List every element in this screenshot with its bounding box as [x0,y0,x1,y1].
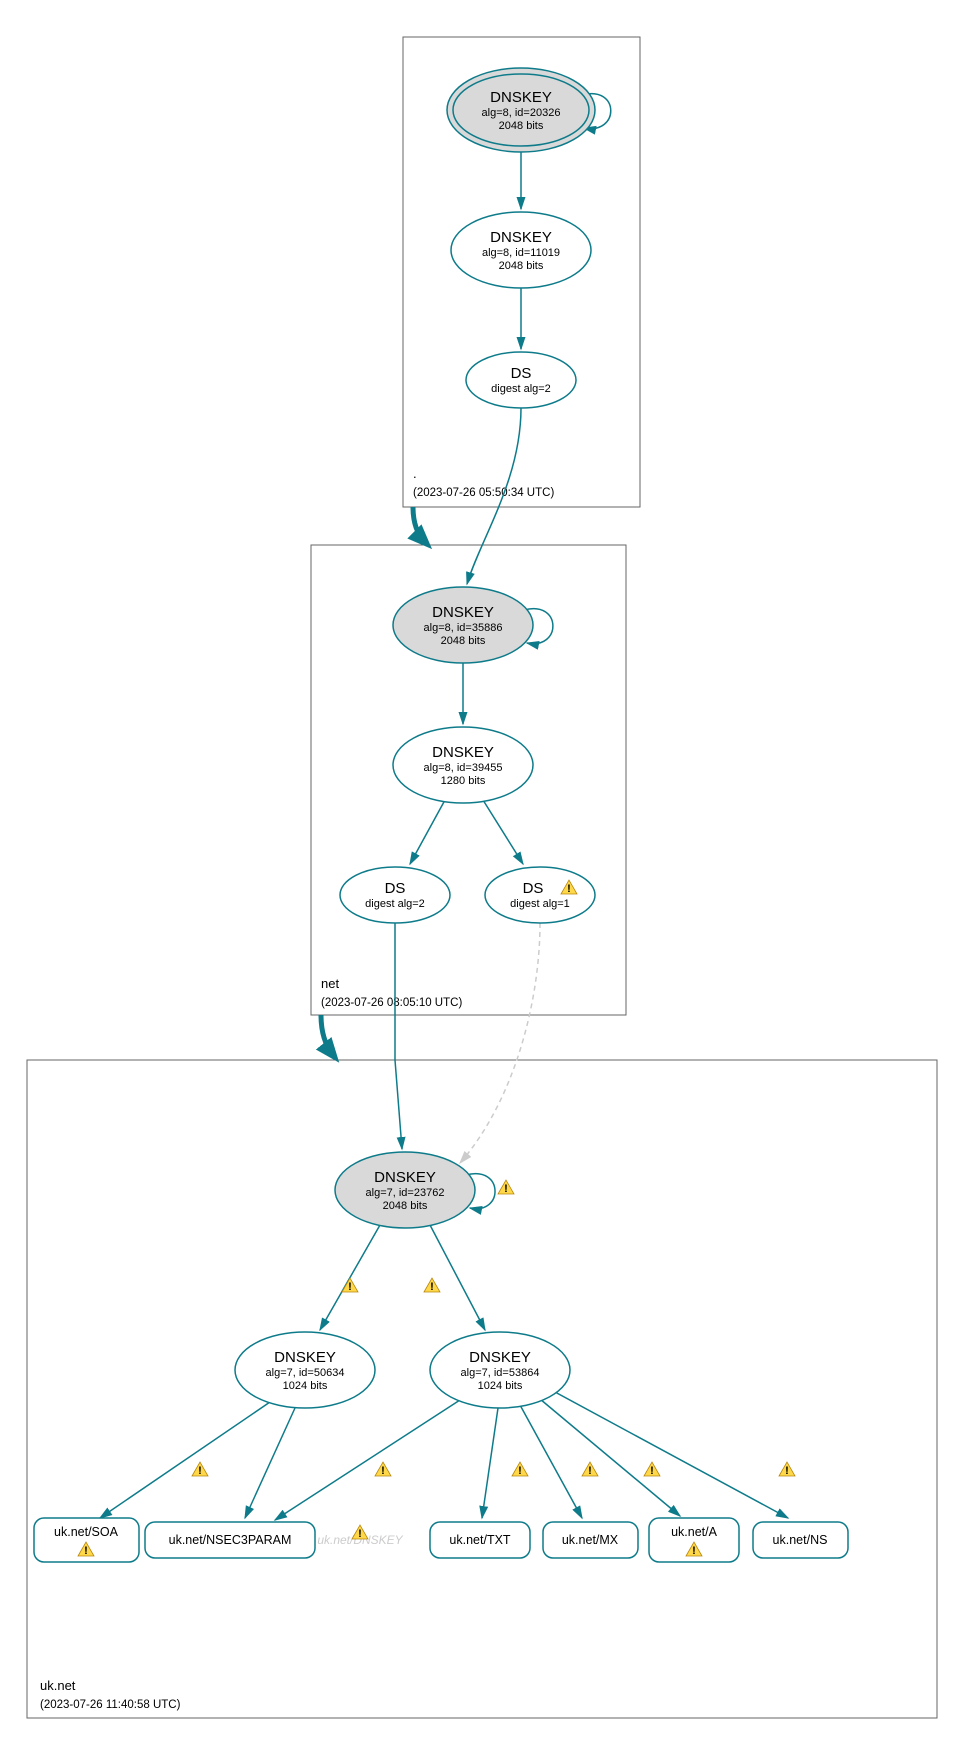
warn-icon: ! [498,1180,514,1195]
leaf-ns-label: uk.net/NS [773,1533,828,1547]
node-root-zsk-title: DNSKEY [490,229,552,246]
node-uk-ksk-l3: 2048 bits [383,1200,428,1212]
node-net-ksk-title: DNSKEY [432,604,494,621]
zone-uknet-time: (2023-07-26 11:40:58 UTC) [40,1699,181,1711]
edge-uk-ksk-zsk2 [430,1225,485,1330]
zone-arrow-net-uknet [321,1015,333,1055]
zone-net-time: (2023-07-26 08:05:10 UTC) [321,997,462,1009]
edge-zsk2-a [540,1399,680,1516]
leaf-nsec3-label: uk.net/NSEC3PARAM [169,1533,292,1547]
zone-arrow-root-net [413,507,425,542]
warn-icon: ! [582,1462,598,1477]
node-root-ds-l2: digest alg=2 [491,383,551,395]
node-uk-zsk1-l2: alg=7, id=50634 [266,1367,345,1379]
node-net-ds2-l2: digest alg=1 [510,898,570,910]
node-net-zsk-title: DNSKEY [432,744,494,761]
warn-icon: ! [192,1462,208,1477]
node-uk-zsk1-title: DNSKEY [274,1349,336,1366]
node-net-ksk-l2: alg=8, id=35886 [424,622,503,634]
svg-text:!: ! [785,1465,789,1477]
node-root-ksk-l3: 2048 bits [499,120,544,132]
svg-text:!: ! [650,1465,654,1477]
edge-zsk2-ns [555,1392,788,1518]
node-net-ds1-title: DS [385,880,406,897]
svg-text:!: ! [198,1465,202,1477]
svg-text:!: ! [348,1281,352,1293]
edge-zsk2-nsec3 [275,1400,460,1520]
svg-text:!: ! [504,1183,508,1195]
svg-text:!: ! [430,1281,434,1293]
node-uk-zsk2-title: DNSKEY [469,1349,531,1366]
node-root-zsk-l2: alg=8, id=11019 [482,247,560,259]
node-root-ds-title: DS [511,365,532,382]
node-uk-zsk2-l2: alg=7, id=53864 [461,1367,540,1379]
node-net-ds1-l2: digest alg=2 [365,898,425,910]
svg-text:!: ! [518,1465,522,1477]
zone-root-label: . [413,466,417,481]
node-uk-ksk-title: DNSKEY [374,1169,436,1186]
node-net-ksk-l3: 2048 bits [441,635,486,647]
node-net-zsk-l2: alg=8, id=39455 [424,762,503,774]
node-net-zsk-l3: 1280 bits [441,775,486,787]
node-uk-zsk2-l3: 1024 bits [478,1380,523,1392]
svg-text:!: ! [358,1528,362,1540]
edge-zsk2-txt [482,1408,498,1518]
edge-net-ds2-uk-ksk [460,923,540,1163]
warn-icon: ! [644,1462,660,1477]
svg-text:!: ! [588,1465,592,1477]
leaf-txt-label: uk.net/TXT [449,1533,510,1547]
warn-icon: ! [375,1462,391,1477]
svg-text:!: ! [84,1545,88,1557]
edge-net-zsk-ds2 [483,800,523,864]
svg-text:!: ! [381,1465,385,1477]
node-root-zsk-l3: 2048 bits [499,260,544,272]
node-root-ksk-title: DNSKEY [490,89,552,106]
zone-root-time: (2023-07-26 05:50:34 UTC) [413,487,554,499]
node-uk-ksk-l2: alg=7, id=23762 [366,1187,445,1199]
warn-icon: ! [424,1278,440,1293]
leaf-mx-label: uk.net/MX [562,1533,619,1547]
node-uk-zsk1-l3: 1024 bits [283,1380,328,1392]
node-net-ds2-title: DS [523,880,544,897]
dnssec-diagram: . (2023-07-26 05:50:34 UTC) net (2023-07… [0,0,964,1751]
leaf-soa-label: uk.net/SOA [54,1525,119,1539]
leaf-a-label: uk.net/A [671,1525,718,1539]
warn-icon: ! [779,1462,795,1477]
edge-zsk2-mx [520,1405,582,1518]
svg-text:!: ! [692,1545,696,1557]
edge-net-zsk-ds1 [410,800,445,864]
node-root-ksk-l2: alg=8, id=20326 [482,107,561,119]
svg-text:!: ! [567,883,571,895]
warn-icon: ! [342,1278,358,1293]
edge-zsk1-soa [100,1402,270,1518]
zone-net-label: net [321,976,339,991]
zone-uknet-label: uk.net [40,1678,76,1693]
edge-zsk1-nsec3 [245,1408,295,1518]
warn-icon: ! [512,1462,528,1477]
edge-net-ds1-uk-ksk [395,923,402,1149]
